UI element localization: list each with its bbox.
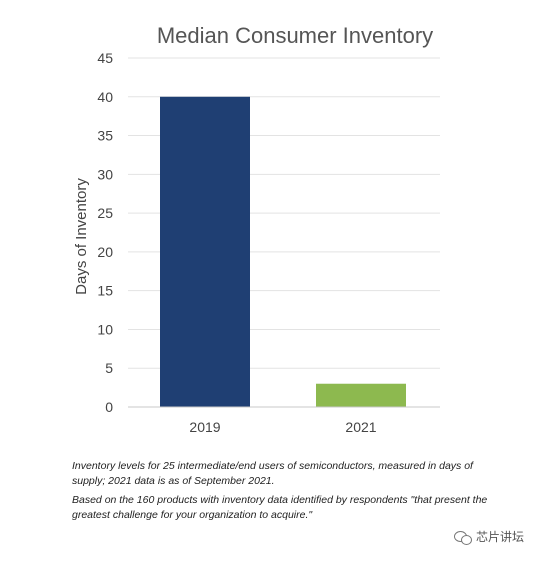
- x-tick-label: 2019: [189, 419, 220, 435]
- bar-2021: [316, 383, 406, 407]
- y-tick-label: 40: [97, 89, 113, 105]
- bar-chart: Median Consumer Inventory 0 5 10 15 20 25 30 35…: [73, 23, 440, 435]
- footnote-based-on-products: Based on the 160 products with inventory…: [72, 494, 488, 521]
- bar-2019: [160, 96, 250, 408]
- y-tick-label: 35: [97, 128, 113, 144]
- y-tick-label: 25: [97, 205, 113, 221]
- chart-title: Median Consumer Inventory: [157, 23, 433, 48]
- watermark: 芯片讲坛: [453, 528, 524, 545]
- wechat-logo-icon: [453, 530, 472, 545]
- y-tick-label: 15: [97, 283, 113, 299]
- y-axis-ticks: 0 5 10 15 20 25 30 35 40 45: [97, 50, 113, 415]
- y-axis-label: Days of Inventory: [73, 178, 90, 295]
- footnote-inventory-levels: Inventory levels for 25 intermediate/end…: [72, 460, 473, 487]
- y-tick-label: 5: [105, 360, 113, 376]
- watermark-text: 芯片讲坛: [475, 530, 524, 544]
- bars: [160, 96, 406, 408]
- y-tick-label: 30: [97, 166, 113, 182]
- y-tick-label: 45: [97, 50, 113, 66]
- x-tick-label: 2021: [345, 419, 376, 435]
- x-axis-ticks: 2019 2021: [189, 419, 376, 435]
- y-tick-label: 0: [105, 399, 113, 415]
- y-tick-label: 10: [97, 321, 113, 337]
- y-tick-label: 20: [97, 244, 113, 260]
